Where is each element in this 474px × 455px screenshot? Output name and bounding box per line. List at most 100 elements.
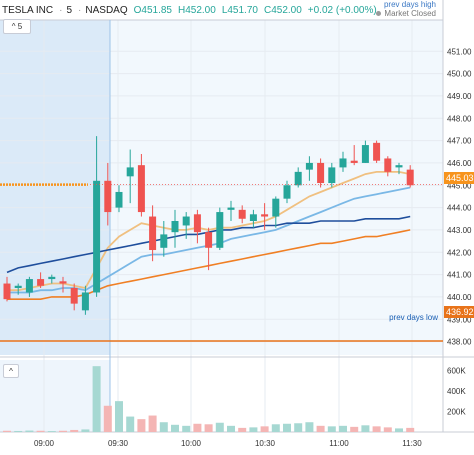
candle-body	[126, 167, 134, 177]
volume-bar	[193, 423, 202, 432]
time-tick-label: 11:00	[329, 439, 349, 448]
volume-bar	[249, 427, 258, 432]
market-status: Market Closed	[376, 9, 436, 18]
volume-bar	[215, 422, 224, 432]
symbol-name[interactable]: TESLA INC	[2, 4, 54, 16]
volume-tick-label: 400K	[447, 387, 466, 396]
high-value: H452.00	[178, 4, 216, 16]
candle-body	[81, 292, 89, 311]
candle-body	[272, 198, 280, 217]
candle-body	[373, 142, 381, 161]
volume-bar	[182, 425, 191, 432]
exchange-label: NASDAQ	[85, 4, 128, 16]
volume-bar	[14, 430, 23, 432]
volume-bar	[327, 426, 336, 432]
volume-bar	[3, 430, 11, 432]
price-tick-label: 448.00	[447, 114, 472, 123]
symbol-header: TESLA INC · 5 · NASDAQ O451.85 H452.00 L…	[2, 4, 377, 16]
prev-low-price-tag: 436.92	[444, 306, 474, 318]
low-value: L451.70	[221, 4, 258, 16]
volume-bar	[126, 416, 135, 432]
volume-bar	[115, 401, 123, 432]
market-status-dot-icon	[376, 11, 382, 16]
time-tick-label: 10:00	[181, 439, 202, 448]
volume-bar	[25, 430, 34, 432]
volume-bar	[159, 422, 168, 432]
time-tick-label: 09:00	[34, 439, 55, 448]
volume-bar	[395, 428, 403, 432]
candle-body	[171, 221, 179, 233]
volume-bar	[137, 419, 146, 432]
candle-body	[48, 276, 56, 280]
time-tick-label: 09:30	[108, 439, 129, 448]
price-tick-label: 447.00	[447, 137, 472, 146]
candle-body	[14, 285, 22, 288]
volume-bar	[81, 429, 90, 432]
candle-body	[137, 165, 145, 213]
interval-label[interactable]: 5	[66, 4, 73, 16]
volume-bar	[271, 424, 280, 432]
candle-body	[305, 162, 313, 170]
candle-body	[149, 216, 157, 251]
volume-bar	[305, 422, 314, 432]
volume-bar	[92, 366, 101, 432]
volume-bar	[383, 427, 392, 432]
candle-body	[361, 145, 369, 163]
volume-bar	[36, 430, 45, 432]
candle-body	[37, 279, 45, 286]
price-tick-label: 441.00	[447, 271, 472, 280]
volume-tick-label: 200K	[447, 407, 466, 416]
candle-body	[182, 216, 190, 226]
market-status-text: Market Closed	[384, 9, 436, 18]
candle-body	[328, 167, 336, 184]
candle-body	[384, 158, 392, 172]
volume-bar	[171, 424, 179, 432]
close-value: C452.00	[263, 4, 302, 16]
prev-days-high-label: prev days high	[383, 0, 436, 9]
volume-bar	[70, 429, 79, 432]
volume-bar	[148, 415, 157, 432]
prev-days-low-label: prev days low	[389, 313, 438, 322]
volume-bar	[350, 426, 359, 432]
candle-body	[238, 209, 246, 219]
volume-bar	[316, 425, 325, 432]
status-area: prev days high Market Closed	[376, 0, 436, 18]
candle-body	[104, 180, 112, 213]
candle-body	[59, 281, 67, 284]
candle-body	[93, 180, 101, 293]
volume-bar	[361, 425, 370, 432]
price-tick-label: 449.00	[447, 92, 472, 101]
price-tick-label: 446.00	[447, 159, 472, 168]
candle-body	[261, 214, 269, 217]
candle-body	[205, 232, 213, 248]
volume-bar	[260, 426, 269, 432]
price-tick-label: 450.00	[447, 70, 472, 79]
last-price-tag: 445.03	[444, 172, 474, 184]
candle-body	[406, 169, 414, 186]
volume-bar	[294, 423, 303, 432]
candle-body	[3, 283, 11, 300]
volume-bar	[103, 405, 112, 432]
volume-bar	[283, 423, 291, 432]
candle-body	[115, 191, 123, 208]
candle-body	[160, 234, 168, 248]
candle-body	[227, 207, 235, 210]
candle-body	[193, 214, 201, 233]
volume-bar	[47, 431, 56, 432]
price-tick-label: 438.00	[447, 338, 472, 347]
candle-body	[216, 212, 224, 248]
volume-bar	[238, 427, 247, 432]
volume-bar	[339, 425, 347, 432]
time-tick-label: 10:30	[255, 439, 276, 448]
collapse-volume-button[interactable]: ^	[3, 364, 19, 378]
change-value: +0.02 (+0.00%)	[307, 4, 377, 16]
candle-body	[294, 171, 302, 186]
price-tick-label: 445.00	[447, 181, 472, 190]
price-tick-label: 442.00	[447, 248, 472, 257]
candle-body	[339, 158, 347, 168]
volume-tick-label: 600K	[447, 366, 466, 375]
candle-body	[70, 288, 78, 304]
collapse-indicators-button[interactable]: ^ 5	[3, 19, 31, 34]
